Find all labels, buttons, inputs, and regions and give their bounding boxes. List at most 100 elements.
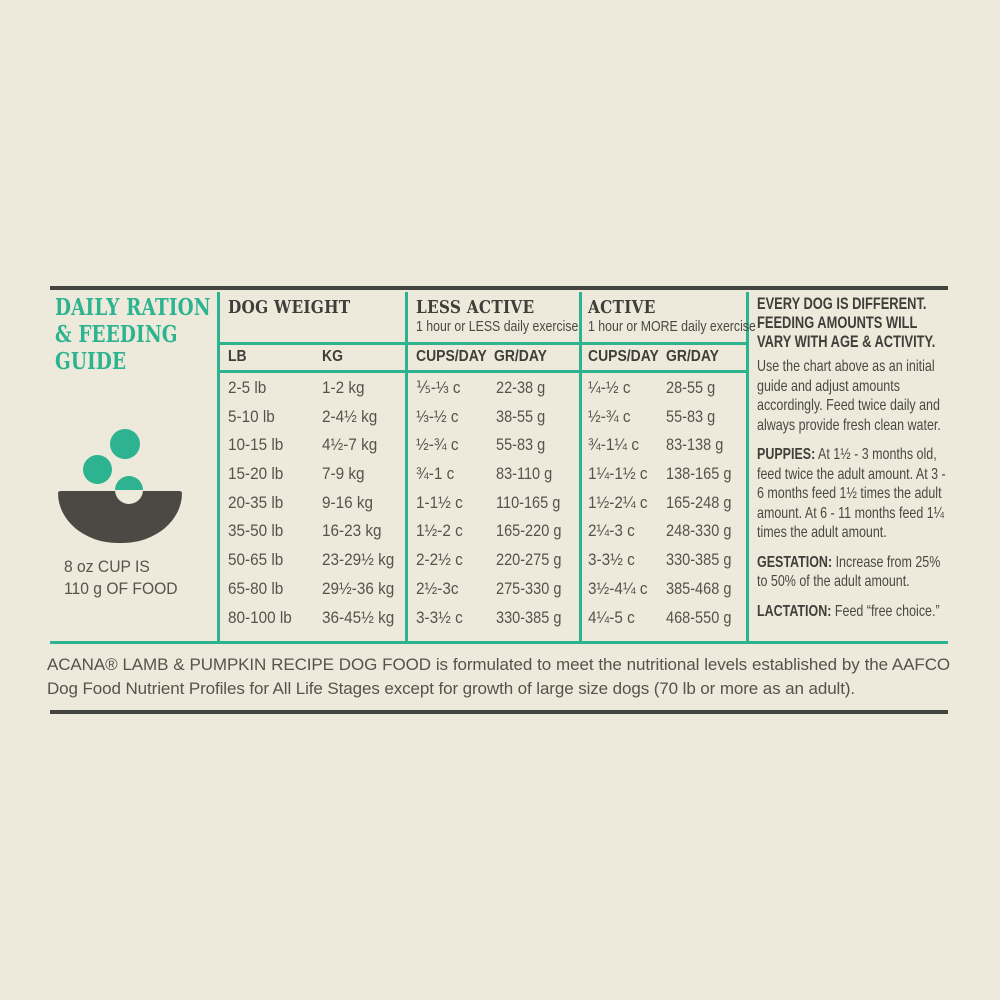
header-dog-weight: DOG WEIGHT (228, 297, 351, 318)
table-cell: 1¼-1½ c (588, 464, 648, 484)
table-cell: 165-248 g (666, 493, 732, 512)
notes-lactation: LACTATION: Feed “free choice.” (757, 602, 952, 622)
kibble-dot-icon (110, 429, 140, 459)
column-header-kg: KG (322, 348, 343, 365)
table-cell: 385-468 g (666, 579, 732, 598)
table-cell: ¾-1 c (416, 464, 455, 484)
table-vertical-divider (746, 292, 749, 641)
table-cell: 275-330 g (496, 579, 562, 598)
header-active-sub: 1 hour or MORE daily exercise (588, 319, 756, 335)
table-cell: ¾-1¼ c (588, 435, 640, 455)
table-cell: 38-55 g (496, 407, 546, 426)
kibble-dot-notch-icon (115, 476, 143, 504)
table-cell: 468-550 g (666, 608, 732, 627)
table-cell: 7-9 kg (322, 464, 365, 484)
column-cups-less-active: ⅕-⅓ c ⅓-½ c ½-¾ c ¾-1 c 1-1½ c 1½-2 c 2-… (416, 374, 468, 632)
column-lb: 2-5 lb 5-10 lb 10-15 lb 15-20 lb 20-35 l… (228, 374, 299, 632)
kibble-dot-icon (83, 455, 112, 484)
lactation-text: Feed “free choice.” (834, 602, 940, 620)
column-header-gr-active: GR/DAY (666, 348, 719, 365)
table-cell: 55-83 g (496, 436, 546, 455)
table-vertical-divider (579, 292, 582, 641)
table-cell: 1½-2¼ c (588, 492, 648, 512)
table-cell: 5-10 lb (228, 406, 275, 426)
table-cell: 3½-4¼ c (588, 578, 648, 598)
table-cell: ½-¾ c (588, 406, 631, 426)
table-cell: 2¼-3 c (588, 521, 635, 541)
notes-intro: Use the chart above as an initial guide … (757, 358, 941, 434)
table-cell: 330-385 g (666, 551, 732, 570)
column-header-gr-less: GR/DAY (494, 348, 547, 365)
table-cell: 83-138 g (666, 436, 724, 455)
table-cell: 16-23 kg (322, 521, 382, 541)
table-cell: 20-35 lb (228, 492, 284, 512)
header-less-active-sub: 1 hour or LESS daily exercise (416, 319, 579, 335)
feeding-notes: EVERY DOG IS DIFFERENT. FEEDING AMOUNTS … (757, 295, 952, 631)
puppies-text: At 1½ - 3 months old, feed twice the adu… (757, 446, 946, 541)
table-cell: ⅕-⅓ c (416, 378, 461, 397)
table-cell: 9-16 kg (322, 492, 374, 512)
food-bowl-icon (58, 428, 182, 546)
table-cell: 50-65 lb (228, 550, 284, 570)
cup-measure-note: 8 oz CUP IS 110 g OF FOOD (64, 557, 178, 598)
table-cell: 2-2½ c (416, 550, 463, 570)
puppies-label: PUPPIES: (757, 446, 816, 463)
table-cell: 1-2 kg (322, 378, 365, 397)
table-cell: 10-15 lb (228, 435, 284, 455)
notes-heading: EVERY DOG IS DIFFERENT. FEEDING AMOUNTS … (757, 295, 936, 351)
table-cell: 2½-3c (416, 578, 459, 598)
table-cell: 22-38 g (496, 379, 546, 397)
header-active: ACTIVE (588, 297, 656, 318)
table-cell: 83-110 g (496, 465, 553, 484)
table-cell: 2-4½ kg (322, 406, 378, 426)
table-cell: 220-275 g (496, 551, 562, 570)
gestation-label: GESTATION: (757, 553, 833, 571)
table-cell: 4½-7 kg (322, 435, 378, 455)
column-header-lb: LB (228, 348, 247, 365)
table-horizontal-divider (217, 342, 749, 345)
table-cell: 3-3½ c (588, 550, 635, 570)
table-cell: 28-55 g (666, 379, 716, 397)
table-vertical-divider (405, 292, 408, 641)
notes-puppies: PUPPIES: At 1½ - 3 months old, feed twic… (757, 445, 952, 543)
table-vertical-divider (217, 292, 220, 641)
lactation-label: LACTATION: (757, 602, 832, 620)
table-cell: 55-83 g (666, 407, 716, 426)
table-cell: 110-165 g (496, 493, 561, 512)
table-cell: 165-220 g (496, 522, 562, 541)
column-gr-active: 28-55 g 55-83 g 83-138 g 138-165 g 165-2… (666, 374, 740, 632)
table-cell: 1-1½ c (416, 492, 463, 512)
column-kg: 1-2 kg 2-4½ kg 4½-7 kg 7-9 kg 9-16 kg 16… (322, 374, 402, 632)
page-title: DAILY RATION & FEEDING GUIDE (55, 294, 211, 375)
notes-gestation: GESTATION: Increase from 25% to 50% of t… (757, 553, 952, 592)
table-cell: 1½-2 c (416, 521, 463, 541)
column-cups-active: ¼-½ c ½-¾ c ¾-1¼ c 1¼-1½ c 1½-2¼ c 2¼-3 … (588, 374, 654, 632)
aafco-statement: ACANA® LAMB & PUMPKIN RECIPE DOG FOOD is… (47, 655, 950, 698)
table-cell: 36-45½ kg (322, 607, 395, 627)
top-divider (50, 286, 948, 290)
column-gr-less-active: 22-38 g 38-55 g 55-83 g 83-110 g 110-165… (496, 374, 570, 632)
table-cell: 3-3½ c (416, 607, 463, 627)
table-cell: 65-80 lb (228, 578, 284, 598)
table-cell: 4¼-5 c (588, 607, 635, 627)
table-cell: 330-385 g (496, 608, 562, 627)
table-cell: ¼-½ c (588, 378, 631, 397)
table-cell: 15-20 lb (228, 464, 284, 484)
table-cell: 138-165 g (666, 465, 732, 484)
gestation-text: Increase from 25% to 50% of the adult am… (757, 553, 941, 591)
table-cell: 2-5 lb (228, 378, 267, 397)
table-cell: 35-50 lb (228, 521, 284, 541)
bottom-divider (50, 710, 948, 714)
table-cell: ⅓-½ c (416, 406, 459, 426)
column-header-cups-active: CUPS/DAY (588, 348, 659, 365)
table-horizontal-divider (217, 370, 749, 373)
table-cell: 29½-36 kg (322, 578, 395, 598)
table-cell: 248-330 g (666, 522, 732, 541)
column-header-cups-less: CUPS/DAY (416, 348, 487, 365)
table-cell: ½-¾ c (416, 435, 459, 455)
header-less-active: LESS ACTIVE (416, 297, 535, 318)
table-cell: 23-29½ kg (322, 550, 395, 570)
table-bottom-divider (50, 641, 948, 644)
table-cell: 80-100 lb (228, 607, 292, 627)
